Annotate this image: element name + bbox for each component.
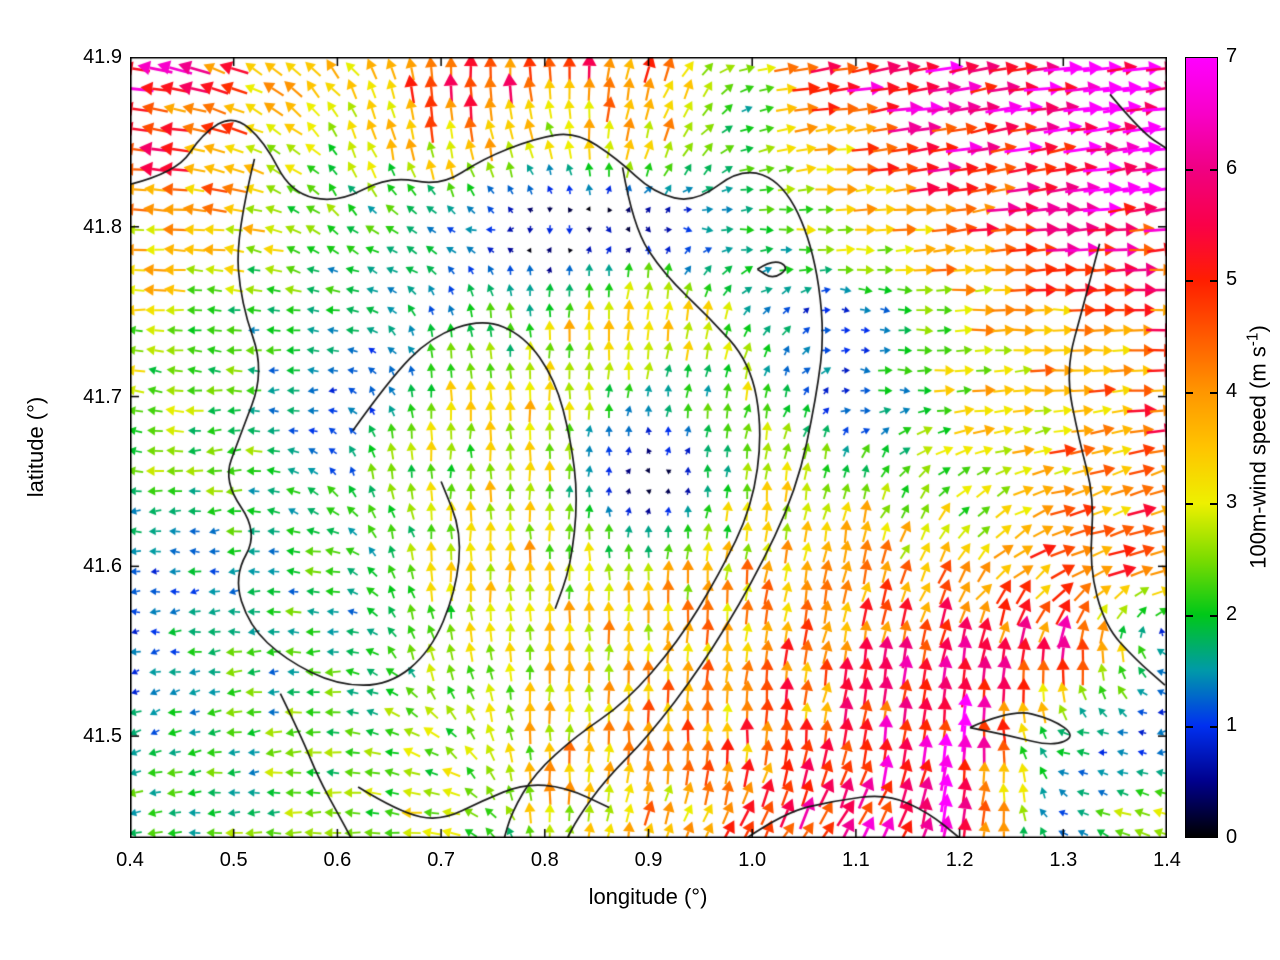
colorbar-tick-label: 3 bbox=[1226, 491, 1238, 514]
x-tick-label: 0.8 bbox=[530, 849, 559, 871]
y-tick-label: 41.6 bbox=[83, 555, 122, 578]
colorbar-tickmark bbox=[1186, 391, 1193, 394]
quiver-plot-canvas bbox=[130, 57, 1167, 838]
colorbar-tick-label: 2 bbox=[1226, 602, 1238, 625]
colorbar-label: 100m-wind speed (m s-1) bbox=[1244, 325, 1271, 569]
x-tick-label: 0.9 bbox=[634, 849, 663, 871]
colorbar-tick-label: 7 bbox=[1226, 45, 1238, 67]
colorbar-tickmark bbox=[1210, 614, 1217, 617]
colorbar-tick-label: 1 bbox=[1226, 714, 1238, 737]
colorbar-tickmark bbox=[1210, 503, 1217, 506]
x-tick-label: 1.0 bbox=[738, 849, 767, 871]
colorbar-label-suffix: ) bbox=[1245, 325, 1271, 333]
x-tick-label: 0.7 bbox=[427, 849, 455, 871]
x-axis-label: longitude (°) bbox=[588, 884, 708, 909]
y-tick-label: 41.9 bbox=[83, 46, 122, 68]
colorbar bbox=[1185, 57, 1218, 838]
y-tick-label: 41.8 bbox=[83, 215, 122, 238]
colorbar-tick-label: 5 bbox=[1226, 268, 1238, 291]
colorbar-tick-label: 4 bbox=[1226, 379, 1238, 402]
colorbar-tickmark bbox=[1186, 280, 1193, 283]
colorbar-tickmark bbox=[1210, 391, 1217, 394]
x-tick-label: 0.6 bbox=[323, 849, 352, 871]
x-tick-label: 0.4 bbox=[116, 849, 144, 871]
colorbar-tickmark bbox=[1210, 168, 1217, 171]
colorbar-label-superscript: -1 bbox=[1244, 332, 1262, 347]
y-tick-label: 41.7 bbox=[83, 385, 122, 408]
colorbar-tickmark bbox=[1186, 168, 1193, 171]
y-axis-label: latitude (°) bbox=[23, 396, 48, 498]
x-tick-label: 1.3 bbox=[1049, 849, 1078, 871]
colorbar-tickmark bbox=[1186, 614, 1193, 617]
colorbar-tick-label: 6 bbox=[1226, 156, 1238, 179]
colorbar-tickmark bbox=[1186, 503, 1193, 506]
colorbar-tickmark bbox=[1186, 726, 1193, 729]
x-tick-label: 1.4 bbox=[1153, 849, 1181, 871]
x-tick-label: 0.5 bbox=[219, 849, 248, 871]
colorbar-label-prefix: 100m-wind speed (m s bbox=[1245, 346, 1271, 569]
x-tick-label: 1.1 bbox=[841, 849, 870, 871]
x-tick-label: 1.2 bbox=[945, 849, 974, 871]
colorbar-tickmark bbox=[1210, 280, 1217, 283]
y-tick-label: 41.5 bbox=[83, 725, 122, 748]
colorbar-tickmark bbox=[1210, 726, 1217, 729]
colorbar-tick-label: 0 bbox=[1226, 826, 1238, 848]
